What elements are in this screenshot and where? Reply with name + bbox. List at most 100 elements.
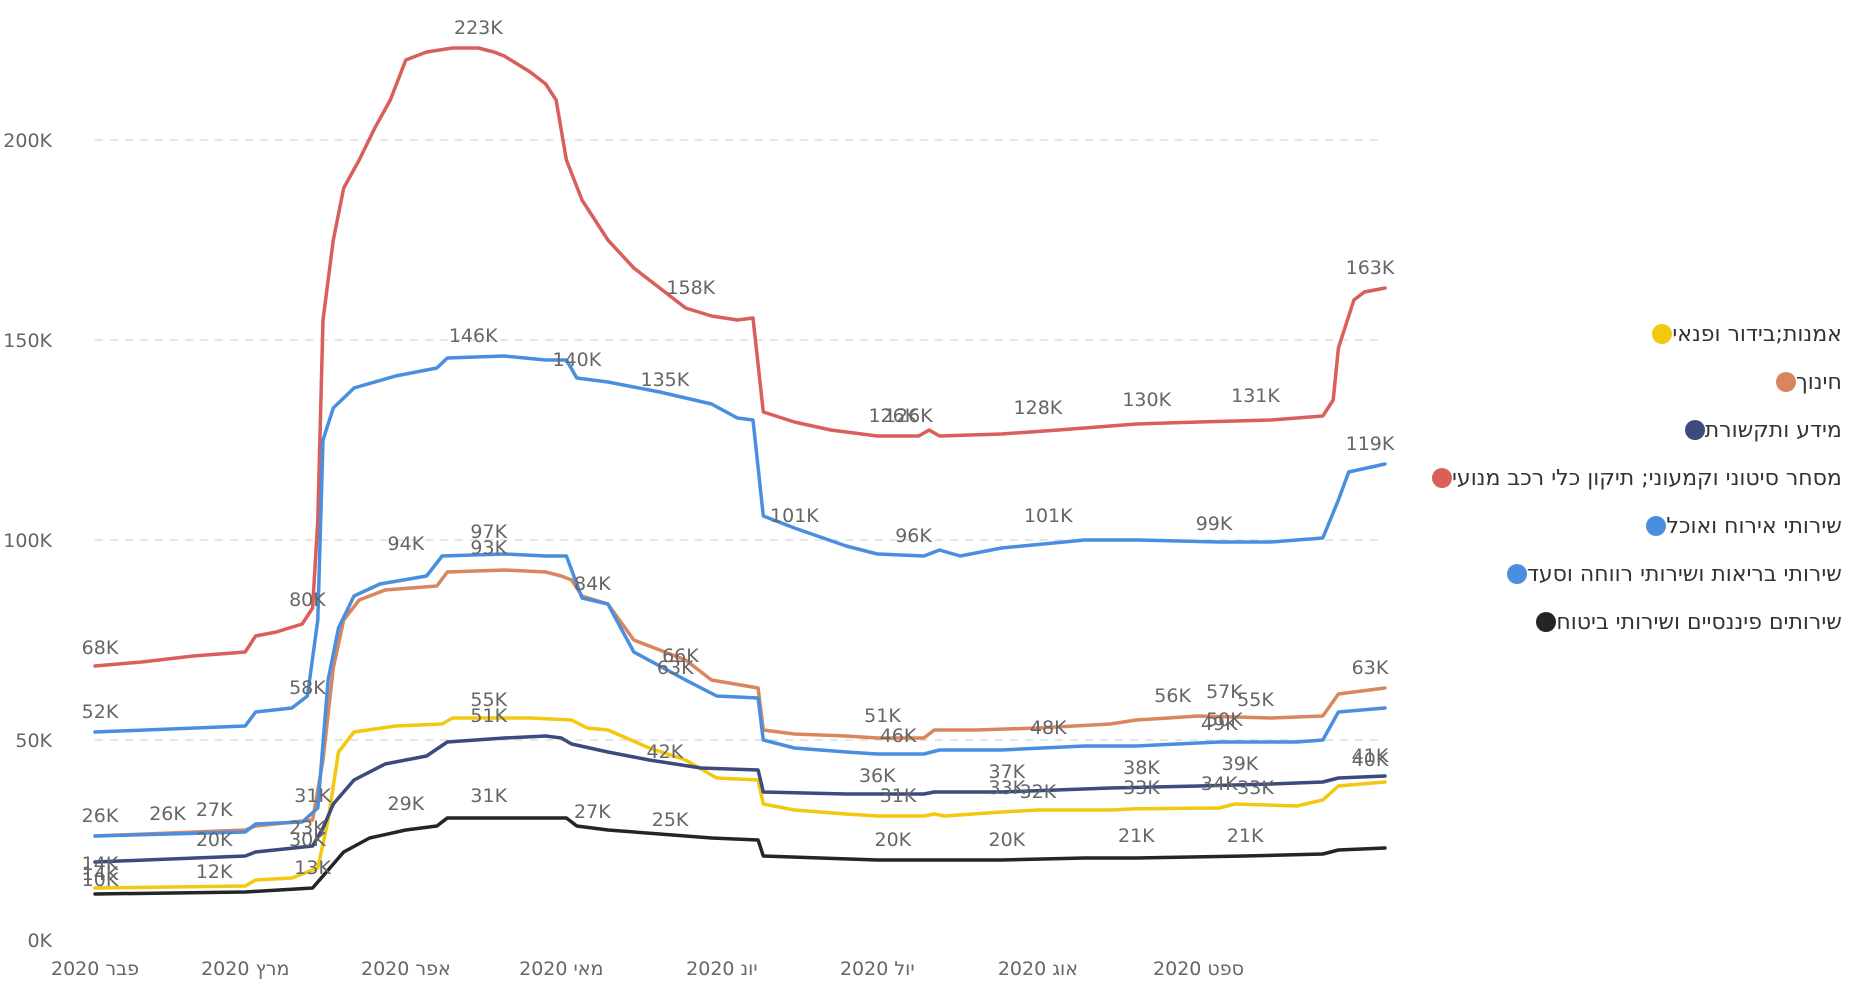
series-line-4: [93, 354, 1387, 734]
legend-label: שירותי אירוח ואוכל: [1666, 513, 1842, 539]
series-line-2: [93, 734, 1387, 864]
data-label: 34K: [1201, 773, 1238, 795]
series-line-3: [93, 46, 1387, 668]
legend-item[interactable]: מידע ותקשורת: [1420, 406, 1842, 454]
y-tick-label: 200K: [3, 130, 52, 152]
data-label: 27K: [196, 799, 233, 821]
legend-marker: [1775, 372, 1796, 392]
legend-marker: [1536, 612, 1557, 632]
data-label: 12K: [196, 861, 233, 883]
data-label: 36K: [859, 765, 896, 787]
data-label: 31K: [294, 785, 331, 807]
data-label: 51K: [470, 705, 507, 727]
x-tick-label: אוג 2020: [998, 958, 1078, 980]
data-label: 130K: [1122, 389, 1171, 411]
data-label: 55K: [470, 689, 507, 711]
x-tick-label: יול 2020: [840, 958, 915, 980]
data-label: 80K: [289, 589, 326, 611]
y-tick-label: 150K: [3, 330, 52, 352]
data-label: 126K: [884, 405, 933, 427]
x-tick-label: יונ 2020: [686, 958, 757, 980]
data-label: 26K: [149, 803, 186, 825]
legend-marker: [1646, 516, 1667, 536]
data-label: 146K: [449, 325, 498, 347]
data-label: 52K: [82, 701, 119, 723]
series-line-1: [93, 568, 1387, 838]
legend-item[interactable]: מסחר סיטוני וקמעוני; תיקון כלי רכב מנועי: [1420, 454, 1842, 502]
legend-marker: [1432, 468, 1452, 488]
data-label: 94K: [388, 533, 425, 555]
data-label: 41K: [1352, 745, 1389, 767]
legend-marker: [1684, 420, 1705, 440]
series-line-6: [93, 816, 1387, 896]
data-label: 119K: [1346, 433, 1395, 455]
x-axis: פבר 2020 מרץ 2020 אפר 2020 מאי 2020 יונ 2020…: [51, 958, 1244, 980]
data-label: 126K: [868, 405, 917, 427]
data-label: 128K: [1014, 397, 1063, 419]
data-label: 32K: [1020, 781, 1057, 803]
data-label: 46K: [880, 725, 917, 747]
data-label: 13K: [294, 857, 331, 879]
x-tick-label: אפר 2020: [361, 958, 451, 980]
data-label: 38K: [1123, 757, 1160, 779]
legend-label: אמנות;בידור ופנאי: [1672, 321, 1842, 347]
data-label: 68K: [82, 637, 119, 659]
x-tick-label: מרץ 2020: [201, 958, 289, 980]
data-label: 23K: [289, 817, 326, 839]
series-lines: [93, 46, 1387, 896]
data-label: 26K: [82, 805, 119, 827]
data-label: 135K: [641, 369, 690, 391]
legend-item[interactable]: שירותים פיננסיים ושירותי ביטוח: [1420, 598, 1842, 646]
data-label: 33K: [1237, 777, 1274, 799]
data-label: 14K: [82, 863, 119, 885]
data-label: 48K: [1030, 717, 1067, 739]
data-label: 63K: [657, 657, 694, 679]
data-label: 97K: [470, 521, 507, 543]
data-label: 223K: [454, 17, 503, 39]
y-tick-label: 0K: [27, 930, 52, 952]
data-label: 49K: [1201, 713, 1238, 735]
data-label: 31K: [880, 785, 917, 807]
data-label: 29K: [388, 793, 425, 815]
data-label: 158K: [666, 277, 715, 299]
data-label: 58K: [289, 677, 326, 699]
legend-marker: [1506, 564, 1527, 584]
data-label: 37K: [988, 761, 1025, 783]
data-label: 101K: [770, 505, 819, 527]
data-label: 50K: [1206, 709, 1243, 731]
x-tick-label: ספט 2020: [1153, 958, 1244, 980]
data-label: 20K: [875, 829, 912, 851]
data-label: 84K: [574, 573, 611, 595]
series-line-5: [93, 552, 1387, 838]
data-label: 21K: [1118, 825, 1155, 847]
legend-item[interactable]: חינוך: [1420, 358, 1842, 406]
data-label: 99K: [1196, 513, 1233, 535]
data-label: 39K: [1222, 753, 1259, 775]
data-label: 31K: [470, 785, 507, 807]
x-tick-label: פבר 2020: [51, 958, 139, 980]
legend-item[interactable]: שירותי בריאות ושירותי רווחה וסעד: [1420, 550, 1842, 598]
data-label: 20K: [988, 829, 1025, 851]
data-label: 96K: [895, 525, 932, 547]
data-label: 20K: [196, 829, 233, 851]
data-label: 27K: [574, 801, 611, 823]
legend-marker: [1652, 324, 1673, 344]
x-tick-label: מאי 2020: [519, 958, 603, 980]
legend-item[interactable]: שירותי אירוח ואוכל: [1420, 502, 1842, 550]
data-label: 10K: [82, 869, 119, 891]
y-tick-label: 50K: [15, 730, 52, 752]
data-label: 40K: [1352, 749, 1389, 771]
data-label: 101K: [1024, 505, 1073, 527]
legend-item[interactable]: אמנות;בידור ופנאי: [1420, 310, 1842, 358]
legend-label: מסחר סיטוני וקמעוני; תיקון כלי רכב מנועי: [1452, 465, 1842, 491]
data-label: 33K: [1123, 777, 1160, 799]
legend-label: חינוך: [1795, 369, 1842, 395]
data-label: 14K: [82, 853, 119, 875]
legend-label: שירותי בריאות ושירותי רווחה וסעד: [1526, 561, 1842, 587]
data-label: 25K: [652, 809, 689, 831]
legend-label: מידע ותקשורת: [1704, 417, 1842, 443]
data-label: 42K: [647, 741, 684, 763]
data-label: 30K: [289, 829, 326, 851]
data-label: 55K: [1237, 689, 1274, 711]
